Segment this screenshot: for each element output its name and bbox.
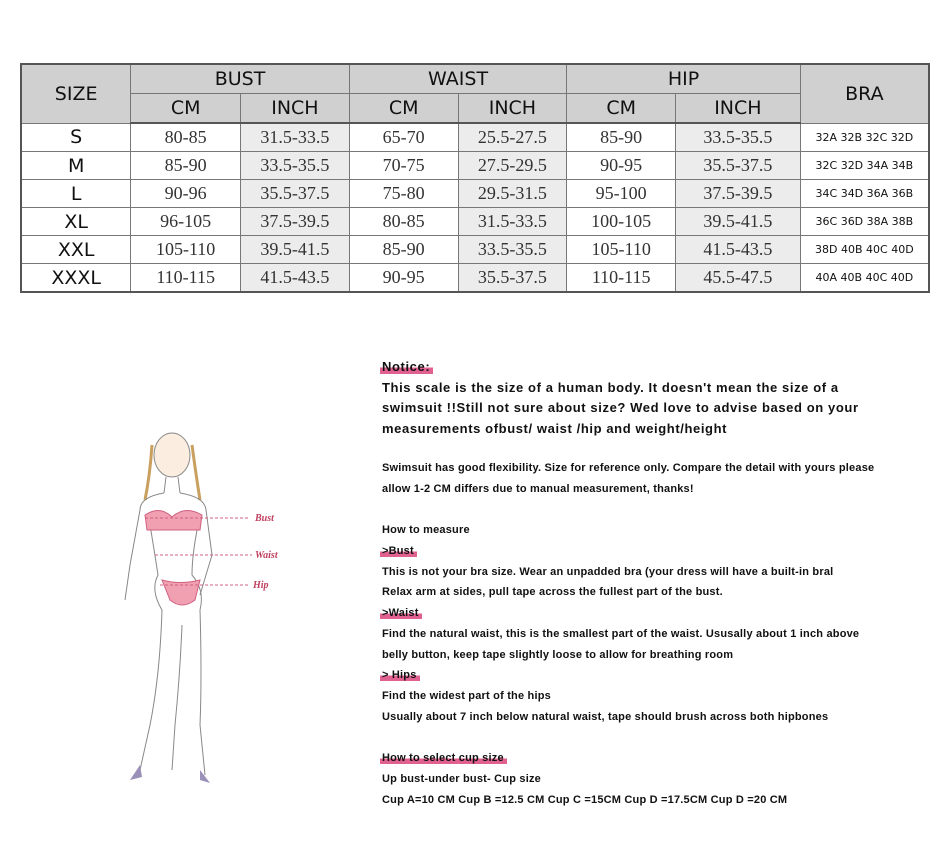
waist-label: Waist <box>255 550 279 561</box>
size-chart-table: SIZE BUST WAIST HIP BRA CM INCH CM INCH … <box>20 63 930 293</box>
table-row: XXXL 110-115 41.5-43.5 90-95 35.5-37.5 110-11… <box>20 263 930 293</box>
flex-line: Swimsuit has good flexibility. Size for … <box>382 462 875 474</box>
bust-line: This is not your bra size. Wear an unpad… <box>382 566 834 578</box>
header-row-units: CM INCH CM INCH CM INCH <box>21 93 929 124</box>
waist-header: WAIST <box>348 63 568 94</box>
table-row: S 80-85 31.5-33.5 65-70 25.5-27.5 85-90 33.5-3… <box>20 122 930 152</box>
cm-cell: 85-90 <box>130 151 242 180</box>
cm-cell: 85-90 <box>566 122 677 152</box>
bust-label: Bust <box>254 513 275 524</box>
bra-cell: 36C 36D 38A 38B <box>799 207 930 236</box>
size-cell: L <box>20 179 132 208</box>
waist-heading: >Waist <box>380 607 422 619</box>
waist-line: Find the natural waist, this is the smal… <box>382 628 860 640</box>
waist-line: belly button, keep tape slightly loose t… <box>382 649 734 661</box>
cm-cell: 105-110 <box>130 235 242 264</box>
size-header: SIZE <box>20 63 132 124</box>
flex-line: allow 1-2 CM differs due to manual measu… <box>382 483 694 495</box>
hips-heading: > Hips <box>380 669 420 681</box>
inch-cell: 37.5-39.5 <box>240 207 350 236</box>
size-cell: M <box>20 151 132 180</box>
cm-cell: 105-110 <box>566 235 677 264</box>
cm-cell: 80-85 <box>348 207 459 236</box>
cm-cell: 90-95 <box>566 151 677 180</box>
inch-cell: 35.5-37.5 <box>240 179 350 208</box>
table-row: M 85-90 33.5-35.5 70-75 27.5-29.5 90-95 35.5-3… <box>20 151 930 180</box>
cm-cell: 70-75 <box>348 151 459 180</box>
unit-header: INCH <box>457 93 568 124</box>
unit-header: CM <box>348 93 459 124</box>
inch-cell: 25.5-27.5 <box>457 122 568 152</box>
inch-cell: 31.5-33.5 <box>457 207 568 236</box>
bra-cell: 32A 32B 32C 32D <box>799 122 930 152</box>
how-to-measure: How to measure <box>382 524 470 536</box>
hips-line: Find the widest part of the hips <box>382 690 551 702</box>
hips-line: Usually about 7 inch below natural waist… <box>382 711 829 723</box>
cm-cell: 90-96 <box>130 179 242 208</box>
hip-label: Hip <box>252 580 269 591</box>
size-cell: XL <box>20 207 132 236</box>
inch-cell: 35.5-37.5 <box>675 151 801 180</box>
inch-cell: 31.5-33.5 <box>240 122 350 152</box>
unit-header: CM <box>130 93 242 124</box>
bust-heading: >Bust <box>380 545 417 557</box>
cm-cell: 96-105 <box>130 207 242 236</box>
inch-cell: 33.5-35.5 <box>675 122 801 152</box>
bust-line: Relax arm at sides, pull tape across the… <box>382 586 723 598</box>
cm-cell: 110-115 <box>566 263 677 293</box>
inch-cell: 27.5-29.5 <box>457 151 568 180</box>
bra-header: BRA <box>799 63 930 124</box>
inch-cell: 39.5-41.5 <box>240 235 350 264</box>
bust-header: BUST <box>130 63 350 94</box>
cm-cell: 95-100 <box>566 179 677 208</box>
bra-cell: 32C 32D 34A 34B <box>799 151 930 180</box>
cm-cell: 90-95 <box>348 263 459 293</box>
cm-cell: 110-115 <box>130 263 242 293</box>
header-row-groups: SIZE BUST WAIST HIP BRA <box>20 63 930 124</box>
cm-cell: 100-105 <box>566 207 677 236</box>
inch-cell: 37.5-39.5 <box>675 179 801 208</box>
inch-cell: 35.5-37.5 <box>457 263 568 293</box>
size-cell: XXL <box>20 235 132 264</box>
bra-cell: 34C 34D 36A 36B <box>799 179 930 208</box>
cup-line: Cup A=10 CM Cup B =12.5 CM Cup C =15CM C… <box>382 794 788 806</box>
notice-line: measurements ofbust/ waist /hip and weig… <box>382 421 728 436</box>
cup-heading: How to select cup size <box>380 752 507 764</box>
inch-cell: 39.5-41.5 <box>675 207 801 236</box>
table-row: XXL 105-110 39.5-41.5 85-90 33.5-35.5 105-110… <box>20 235 930 264</box>
bra-cell: 40A 40B 40C 40D <box>799 263 930 293</box>
cm-cell: 80-85 <box>130 122 242 152</box>
inch-cell: 33.5-35.5 <box>240 151 350 180</box>
unit-header: INCH <box>240 93 350 124</box>
inch-cell: 41.5-43.5 <box>675 235 801 264</box>
cm-cell: 85-90 <box>348 235 459 264</box>
size-cell: XXXL <box>20 263 132 293</box>
hip-header: HIP <box>566 63 801 94</box>
notice-line: This scale is the size of a human body. … <box>382 380 839 395</box>
cm-cell: 65-70 <box>348 122 459 152</box>
inch-cell: 33.5-35.5 <box>457 235 568 264</box>
table-row: XL 96-105 37.5-39.5 80-85 31.5-33.5 100-105 39… <box>20 207 930 236</box>
body-measurement-illustration: Bust Waist Hip <box>124 432 279 783</box>
cm-cell: 75-80 <box>348 179 459 208</box>
bra-cell: 38D 40B 40C 40D <box>799 235 930 264</box>
size-cell: S <box>20 122 132 152</box>
unit-header: INCH <box>675 93 801 124</box>
table-row: L 90-96 35.5-37.5 75-80 29.5-31.5 95-100 37.5-… <box>20 179 930 208</box>
unit-header: CM <box>566 93 677 124</box>
inch-cell: 29.5-31.5 <box>457 179 568 208</box>
inch-cell: 41.5-43.5 <box>240 263 350 293</box>
notice-heading: Notice: <box>380 359 434 374</box>
cup-line: Up bust-under bust- Cup size <box>382 773 541 785</box>
notice-line: swimsuit !!Still not sure about size? We… <box>382 400 859 415</box>
inch-cell: 45.5-47.5 <box>675 263 801 293</box>
